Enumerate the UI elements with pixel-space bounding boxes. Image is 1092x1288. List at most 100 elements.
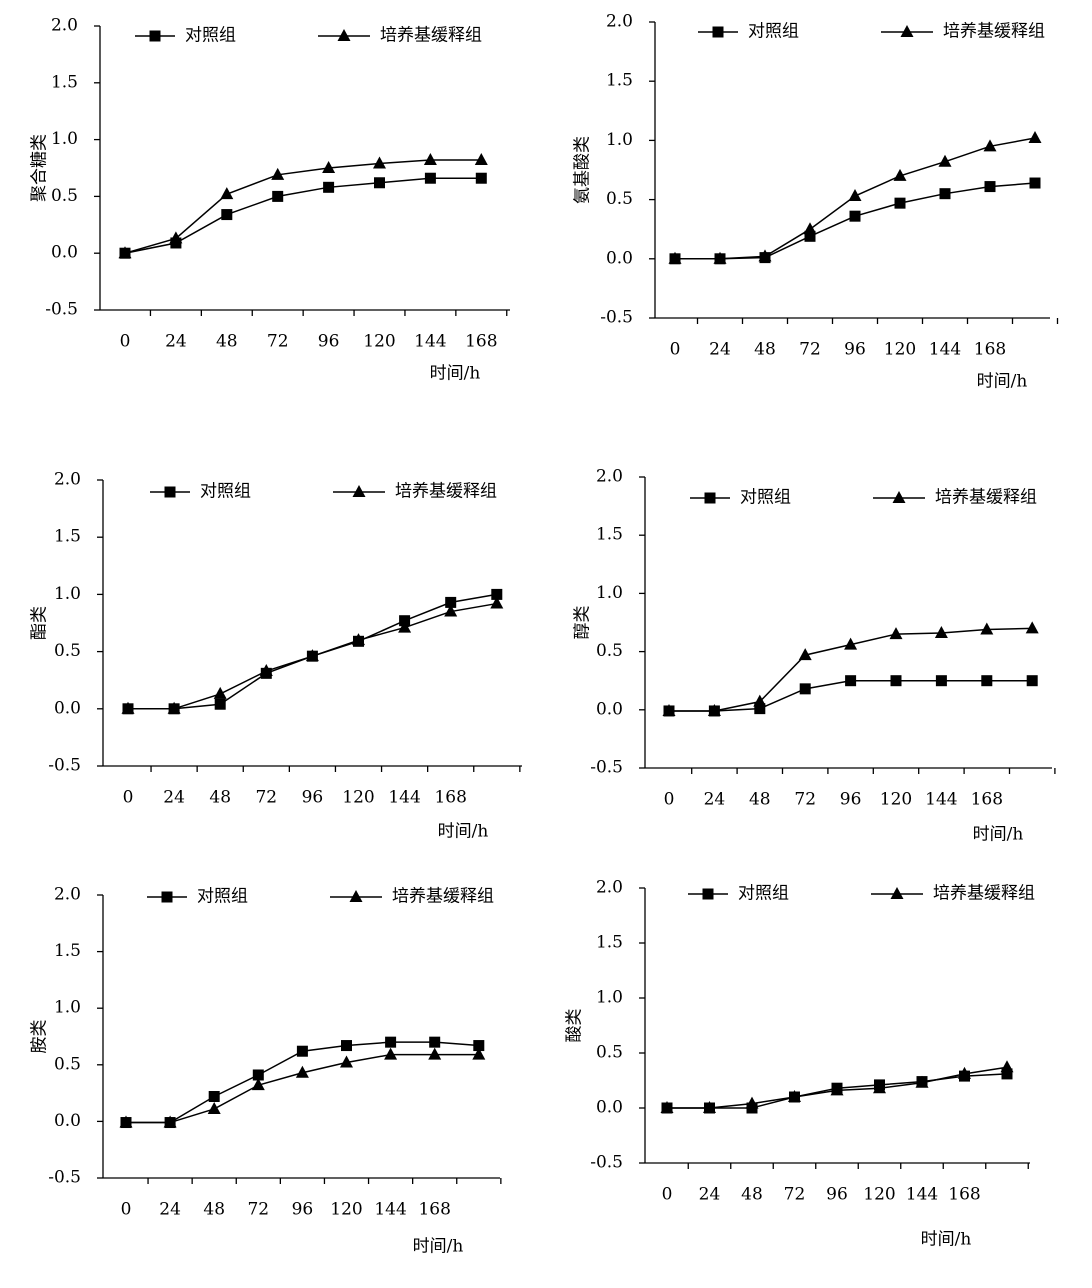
y-axis-label: 醇类 xyxy=(573,606,593,640)
x-tick-label: 144 xyxy=(414,332,446,352)
marker-triangle xyxy=(295,1065,309,1078)
legend-marker xyxy=(352,485,366,497)
marker-square xyxy=(939,188,951,200)
y-tick-label: 1.5 xyxy=(54,941,81,961)
x-tick-label: 120 xyxy=(330,1200,362,1220)
marker-square xyxy=(424,172,436,184)
y-tick-label: 2.0 xyxy=(54,885,81,905)
marker-triangle xyxy=(220,187,234,200)
y-tick-label: 1.5 xyxy=(596,933,623,953)
series-line xyxy=(124,177,482,254)
x-tick-label: 48 xyxy=(754,340,776,360)
x-tick-label: 48 xyxy=(203,1200,225,1220)
y-tick-label: 1.5 xyxy=(51,72,78,92)
marker-triangle xyxy=(844,637,858,650)
marker-triangle xyxy=(983,139,997,152)
x-tick-label: 168 xyxy=(418,1200,450,1220)
marker-triangle xyxy=(213,686,227,699)
marker-triangle xyxy=(1028,131,1042,144)
marker-square xyxy=(252,1069,264,1081)
y-tick-label: 2.0 xyxy=(596,467,623,487)
y-tick-label: 0.0 xyxy=(51,243,78,263)
x-tick-label: 72 xyxy=(255,788,277,808)
legend-label: 对照组 xyxy=(185,26,236,46)
marker-triangle xyxy=(373,156,386,169)
marker-triangle xyxy=(830,1083,844,1096)
x-tick-label: 168 xyxy=(434,788,466,808)
y-axis-label: 氨基酸类 xyxy=(573,136,593,204)
marker-square xyxy=(208,1090,220,1102)
x-tick-label: 0 xyxy=(123,788,134,808)
x-tick-label: 96 xyxy=(292,1200,314,1220)
x-tick-label: 168 xyxy=(974,340,1006,360)
chart: -0.5 0.0 0.5 1.0 1.5 2.0 0 24 48 72 96 120 144 168 时间/… xyxy=(30,16,510,384)
x-tick-label: 0 xyxy=(670,340,681,360)
y-tick-label: 1.5 xyxy=(606,71,633,91)
marker-triangle xyxy=(788,1090,801,1102)
x-tick-label: 72 xyxy=(794,790,816,810)
marker-square xyxy=(341,1040,352,1052)
marker-triangle xyxy=(490,596,504,609)
marker-triangle xyxy=(423,153,437,166)
marker-triangle xyxy=(167,701,181,714)
marker-triangle xyxy=(713,251,727,264)
marker-square xyxy=(935,675,947,687)
legend-label: 培养基缓释组 xyxy=(392,887,494,907)
x-tick-label: 96 xyxy=(318,332,340,352)
x-tick-label: 144 xyxy=(925,790,957,810)
marker-triangle xyxy=(938,154,952,167)
x-tick-label: 72 xyxy=(247,1200,269,1220)
marker-triangle xyxy=(474,153,488,166)
y-axis-label: 胺类 xyxy=(30,1020,50,1054)
legend-label: 对照组 xyxy=(197,887,248,907)
x-tick-label: 96 xyxy=(844,340,866,360)
x-tick-label: 144 xyxy=(929,340,961,360)
x-tick-label: 24 xyxy=(159,1200,181,1220)
chart: -0.5 0.0 0.5 1.0 1.5 2.0 0 24 48 72 96 120 144 168 时间/… xyxy=(30,885,502,1257)
x-tick-label: 168 xyxy=(465,332,497,352)
marker-triangle xyxy=(259,664,273,677)
y-tick-label: -0.5 xyxy=(590,758,623,778)
marker-square xyxy=(849,210,861,222)
y-tick-label: -0.5 xyxy=(45,300,78,320)
marker-triangle xyxy=(758,249,772,262)
marker-square xyxy=(1026,675,1038,687)
x-axis-label: 时间/h xyxy=(413,1237,464,1257)
y-tick-label: 1.5 xyxy=(54,527,81,547)
x-tick-label: 168 xyxy=(971,790,1003,810)
x-axis-label: 时间/h xyxy=(973,825,1024,845)
y-tick-label: 0.0 xyxy=(596,1098,623,1118)
chart: -0.5 0.0 0.5 1.0 1.5 2.0 0 24 48 72 96 120 144 168 时间/… xyxy=(565,878,1036,1250)
x-axis-label: 时间/h xyxy=(438,822,489,842)
legend-label: 对照组 xyxy=(200,482,251,502)
x-tick-label: 72 xyxy=(799,340,821,360)
legend-marker xyxy=(164,486,176,498)
x-tick-label: 144 xyxy=(388,788,420,808)
marker-triangle xyxy=(163,1115,177,1128)
y-tick-label: -0.5 xyxy=(590,1153,623,1173)
y-tick-label: 2.0 xyxy=(606,12,633,32)
y-tick-label: -0.5 xyxy=(600,308,633,328)
chart: -0.5 0.0 0.5 1.0 1.5 2.0 0 24 48 72 96 120 144 168 时间/… xyxy=(573,12,1059,392)
legend-marker xyxy=(712,26,724,38)
marker-square xyxy=(1029,177,1041,189)
marker-triangle xyxy=(707,703,721,716)
marker-triangle xyxy=(444,604,458,617)
marker-square xyxy=(214,698,226,710)
marker-triangle xyxy=(893,168,907,181)
x-axis-label: 时间/h xyxy=(977,372,1028,392)
marker-square xyxy=(845,675,857,687)
marker-triangle xyxy=(428,1047,442,1060)
x-tick-label: 120 xyxy=(342,788,374,808)
chart: -0.5 0.0 0.5 1.0 1.5 2.0 0 24 48 72 96 120 144 168 时间/… xyxy=(573,467,1056,845)
y-tick-label: 0.5 xyxy=(596,641,623,661)
marker-square xyxy=(1001,1068,1013,1080)
marker-triangle xyxy=(472,1047,486,1060)
y-tick-label: 1.0 xyxy=(51,129,78,149)
x-tick-label: 24 xyxy=(163,788,185,808)
marker-triangle xyxy=(934,625,948,638)
x-axis-label: 时间/h xyxy=(430,364,481,384)
y-tick-label: 2.0 xyxy=(51,16,78,36)
marker-triangle xyxy=(915,1075,929,1088)
x-tick-label: 120 xyxy=(884,340,916,360)
